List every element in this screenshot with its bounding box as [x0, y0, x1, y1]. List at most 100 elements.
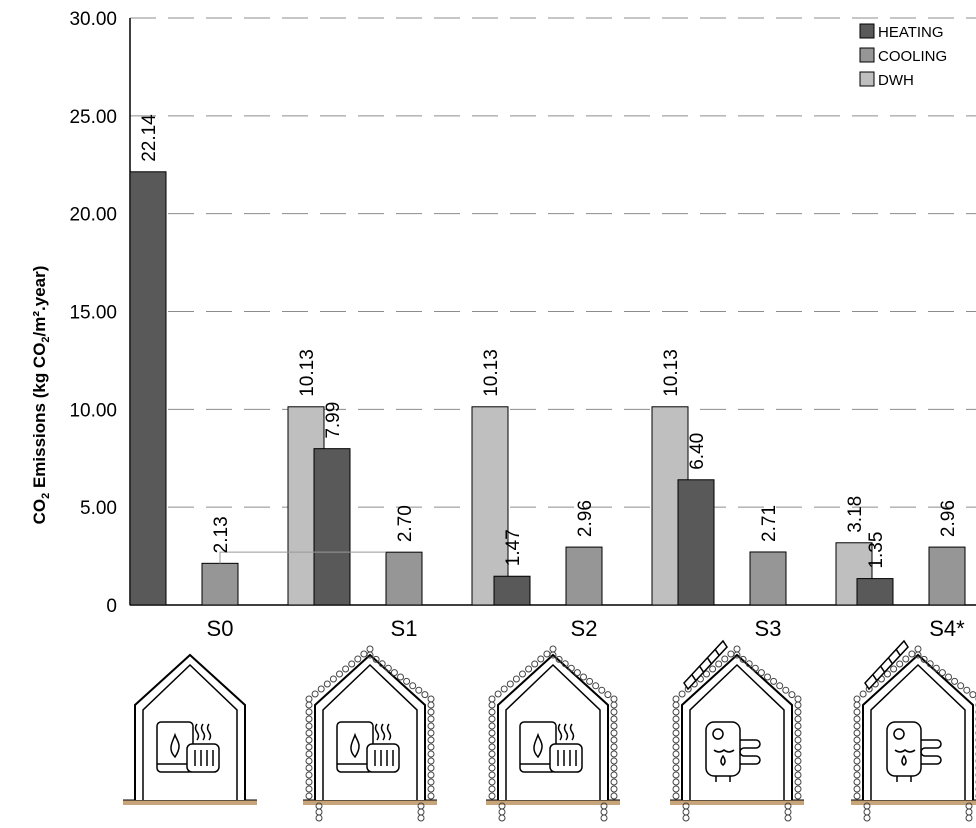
insulation-coil — [543, 650, 551, 658]
insulation-coil — [549, 645, 557, 653]
radiator-icon — [549, 743, 583, 773]
insulation-coil — [305, 792, 313, 800]
y-axis-title: CO2 Emissions (kg CO2/m².year) — [30, 266, 52, 525]
heat-pump-system-icon — [705, 721, 761, 782]
insulation-coil — [488, 750, 496, 758]
insulation-coil — [488, 715, 496, 723]
legend-swatch-heating — [859, 23, 875, 39]
coil-pipe-icon — [739, 739, 761, 765]
heat-wave-icon — [380, 723, 386, 741]
insulation-coil — [427, 701, 435, 709]
insulation-coil — [672, 715, 680, 723]
insulation-coil — [610, 750, 618, 758]
insulation-coil — [672, 764, 680, 772]
insulation-coil — [305, 757, 313, 765]
solar-cell-line — [691, 674, 697, 682]
insulation-coil — [329, 675, 337, 683]
solar-cell-line — [698, 665, 705, 673]
insulation-coil — [610, 729, 618, 737]
insulation-coil — [488, 701, 496, 709]
insulation-coil — [672, 729, 680, 737]
insulation-coil — [859, 690, 867, 698]
heat-wave-icon — [569, 723, 575, 741]
solar-cell-line — [714, 648, 720, 656]
insulation-coil — [863, 808, 871, 816]
insulation-coil — [745, 660, 753, 668]
gauge-icon — [893, 728, 905, 740]
insulation-coil — [488, 757, 496, 765]
insulation-coil — [305, 736, 313, 744]
insulation-coil — [957, 682, 965, 690]
ground — [670, 800, 804, 805]
insulation-coil — [853, 771, 861, 779]
insulation-coil — [794, 792, 802, 800]
insulation-coil — [672, 722, 680, 730]
data-label: 3.18 — [845, 496, 866, 533]
insulation-coil — [672, 695, 680, 703]
insulation-coil — [610, 715, 618, 723]
house-inner-outline — [689, 663, 785, 800]
insulation-coil — [610, 708, 618, 716]
connector-line — [219, 551, 386, 564]
house-illustration-S2 — [486, 645, 620, 822]
legend-swatch-dwh — [859, 71, 875, 87]
insulation-coil — [682, 808, 690, 816]
insulation-coil — [853, 764, 861, 772]
insulation-coil — [397, 673, 404, 681]
boiler-system-icon — [336, 721, 400, 773]
house-illustration-S3 — [670, 639, 804, 822]
solar-panel — [864, 639, 909, 691]
insulation-coil — [853, 695, 861, 703]
insulation-coil — [908, 650, 916, 658]
heat-wave-icon — [200, 723, 206, 741]
drop-icon — [720, 754, 726, 766]
heat-wave-icon — [557, 723, 563, 741]
y-tick-label: 10.00 — [69, 400, 117, 421]
bar-heating-S2 — [493, 575, 531, 606]
insulation-coil — [427, 722, 435, 730]
insulation-coil — [506, 680, 514, 688]
insulation-coil — [794, 722, 802, 730]
insulation-coil — [336, 670, 343, 678]
insulation-coil — [709, 665, 717, 673]
grid-lines — [130, 17, 976, 508]
insulation-coil — [305, 715, 313, 723]
house-illustration-S1 — [303, 645, 437, 822]
bar-heating-S1 — [313, 448, 351, 606]
bar-heating-S4 — [856, 578, 894, 606]
insulation-coil — [488, 778, 496, 786]
insulation-coil — [764, 673, 771, 681]
insulation-coil — [390, 669, 398, 677]
house-inner-outline — [322, 663, 418, 800]
y-tick-label: 5.00 — [80, 498, 117, 519]
x-category-label: S4* — [929, 616, 965, 641]
x-category-label: S3 — [755, 616, 782, 641]
insulation-coil — [512, 675, 520, 683]
ground — [123, 800, 257, 805]
heat-wave-icon — [563, 723, 569, 741]
insulation-coil — [610, 771, 618, 779]
insulation — [853, 645, 976, 822]
insulation-coil — [305, 722, 313, 730]
insulation-coil — [305, 701, 313, 709]
insulation-coil — [488, 792, 496, 800]
insulation-coil — [427, 743, 435, 751]
heat-pump-system-icon — [886, 721, 942, 782]
data-label: 2.70 — [395, 505, 416, 542]
insulation-coil — [561, 660, 569, 668]
bar-cooling-S0 — [201, 562, 239, 606]
insulation-coil — [896, 660, 904, 668]
insulation-coil — [427, 750, 435, 758]
insulation-coil — [853, 757, 861, 765]
insulation-coil — [409, 682, 417, 690]
insulation-coil — [315, 808, 323, 816]
insulation-coil — [342, 665, 350, 673]
y-tick-label: 0 — [106, 596, 117, 617]
insulation-coil — [794, 695, 802, 703]
insulation-coil — [672, 750, 680, 758]
solar-cell-line — [887, 657, 894, 665]
insulation-coil — [794, 729, 802, 737]
insulation-coil — [794, 708, 802, 716]
insulation-coil — [678, 690, 686, 698]
flame-icon — [350, 732, 360, 759]
